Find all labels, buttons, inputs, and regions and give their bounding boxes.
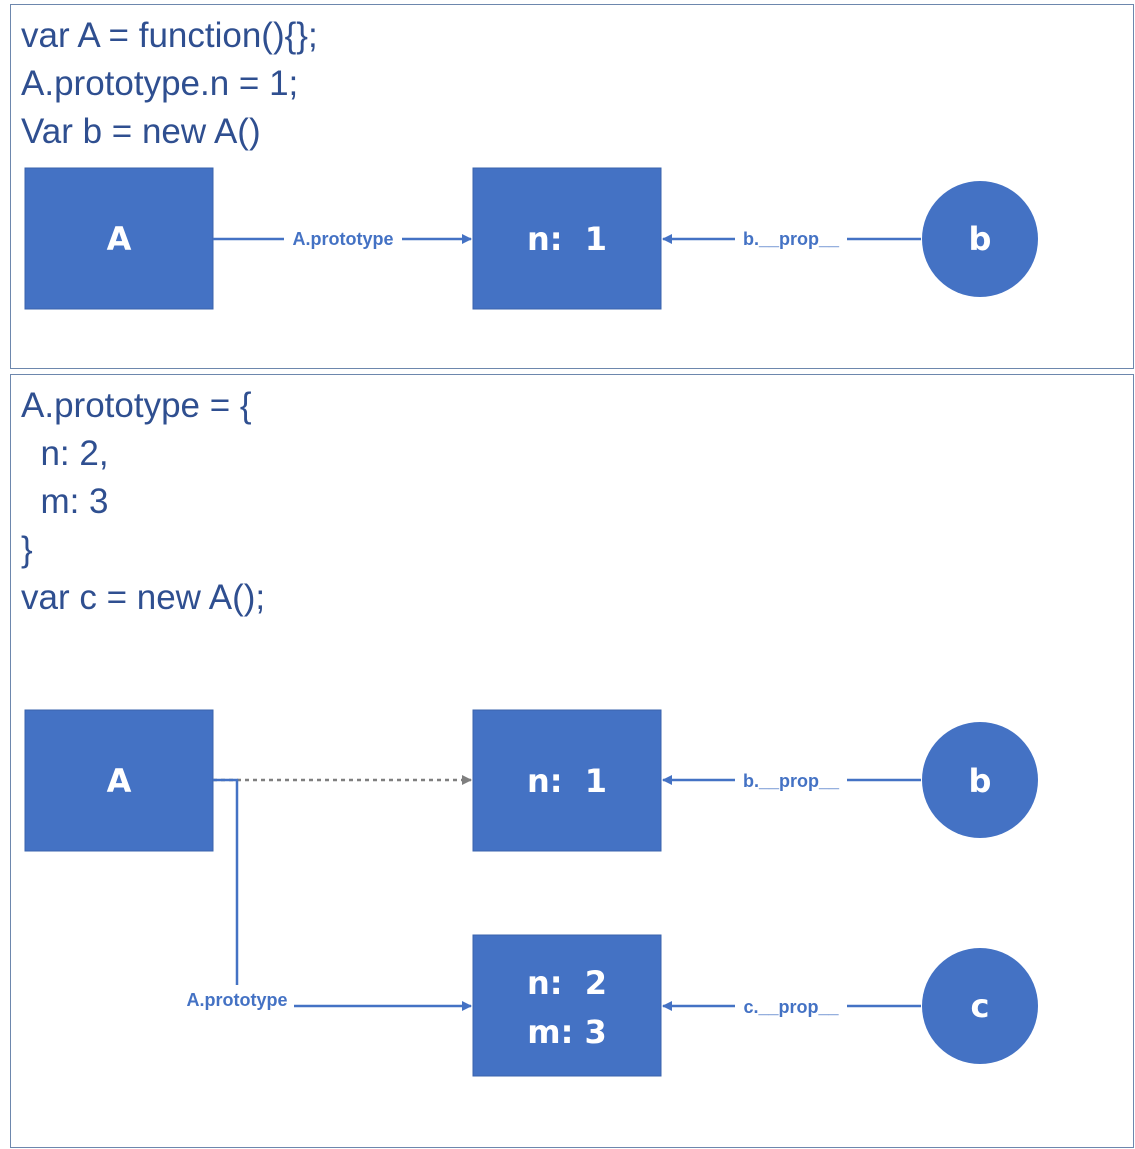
edge-label-bg (284, 229, 402, 249)
edge-label-c-prop: c.__prop__ (743, 997, 839, 1017)
node-b-label: b (969, 220, 992, 258)
panel-2-code: A.prototype = { n: 2, m: 3} var c = new A… (21, 382, 265, 622)
edge-a-to-new-prototype (213, 778, 239, 985)
node-b (922, 722, 1038, 838)
edge-label-b-prop: b.__prop__ (743, 229, 840, 249)
node-new-prototype-line-1: n: 2 (527, 964, 607, 1002)
node-new-prototype-line-2: m: 3 (527, 1013, 607, 1051)
edge-label-b-prop: b.__prop__ (743, 771, 840, 791)
code-line: n: 2, (21, 434, 109, 473)
edge-label-bg (735, 229, 847, 249)
code-line: A.prototype = { (21, 386, 252, 425)
panel-1-code: var A = function(){}; A.prototype.n = 1; V… (21, 12, 318, 156)
edge-label-a-prototype: A.prototype (293, 229, 394, 249)
panel-1-diagram: A n: 1 b A.prototype b.__prop__ (24, 167, 1038, 310)
node-c (922, 948, 1038, 1064)
edge-label-bg (735, 770, 847, 790)
node-a-label: A (107, 762, 132, 800)
node-b (922, 181, 1038, 297)
code-line: m: 3 (21, 482, 109, 521)
node-prototype-label: n: 1 (527, 220, 607, 258)
node-prototype (472, 167, 662, 310)
node-c-label: c (971, 987, 990, 1025)
node-b-label: b (969, 762, 992, 800)
panel-2-diagram: A n: 1 b n: 2 m: 3 c A.prototype b.__pro… (24, 709, 1038, 1077)
node-old-prototype (472, 709, 662, 852)
edge-label-a-prototype: A.prototype (187, 990, 288, 1010)
code-line: } (21, 530, 33, 569)
edge-label-bg (735, 996, 847, 1016)
node-a (24, 709, 214, 852)
code-line: Var b = new A() (21, 112, 261, 151)
node-a (24, 167, 214, 310)
code-line: A.prototype.n = 1; (21, 64, 299, 103)
node-a-label: A (107, 220, 132, 258)
node-new-prototype (472, 934, 662, 1077)
node-old-prototype-label: n: 1 (527, 762, 607, 800)
code-line: var c = new A(); (21, 578, 266, 617)
code-line: var A = function(){}; (21, 16, 318, 55)
